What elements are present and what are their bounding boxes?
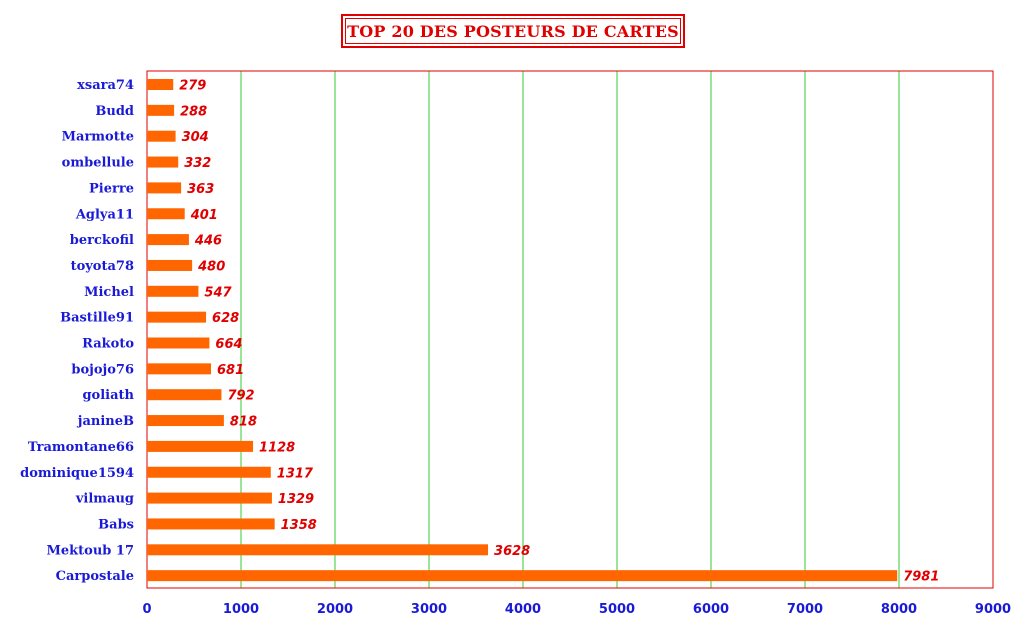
category-label: toyota78 xyxy=(71,259,134,274)
data-label: 3628 xyxy=(494,544,530,559)
category-label: xsara74 xyxy=(77,78,134,93)
category-label: Bastille91 xyxy=(60,311,134,326)
bar xyxy=(147,389,222,401)
category-label: Babs xyxy=(98,517,134,532)
category-label: Budd xyxy=(95,104,134,119)
data-label: 401 xyxy=(190,208,218,223)
data-label: 818 xyxy=(230,415,257,430)
category-label: Carpostale xyxy=(56,569,134,584)
bar xyxy=(147,518,275,530)
bar xyxy=(147,492,272,504)
x-tick-label: 7000 xyxy=(787,602,823,617)
data-label: 7981 xyxy=(903,570,939,585)
bar xyxy=(147,234,189,246)
bar xyxy=(147,182,182,194)
category-label: vilmaug xyxy=(75,492,134,507)
bar xyxy=(147,259,193,271)
grid-lines xyxy=(240,71,900,588)
category-label: ombellule xyxy=(62,156,134,171)
bar xyxy=(147,415,224,427)
data-label: 480 xyxy=(197,259,225,274)
x-tick-label: 0 xyxy=(142,602,151,617)
data-label: 1317 xyxy=(277,466,314,481)
plot-frame xyxy=(146,70,994,589)
x-axis-tick-labels: 0 1000 2000 3000 4000 5000 6000 7000 8000 9000 xyxy=(142,602,1011,617)
data-label: 363 xyxy=(187,182,214,197)
data-label: 279 xyxy=(179,79,206,94)
bar xyxy=(147,570,898,582)
x-tick-label: 2000 xyxy=(317,602,353,617)
x-tick-label: 3000 xyxy=(411,602,447,617)
category-label: dominique1594 xyxy=(20,466,134,481)
bar xyxy=(147,544,489,556)
category-label: berckofil xyxy=(70,233,134,248)
x-tick-label: 8000 xyxy=(881,602,917,617)
bar xyxy=(147,104,175,116)
bar xyxy=(147,285,199,297)
data-label: 681 xyxy=(217,363,244,378)
x-tick-label: 4000 xyxy=(505,602,541,617)
category-labels: xsara74 Budd Marmotte ombellule Pierre Aglya1… xyxy=(20,78,134,584)
data-label: 304 xyxy=(182,130,209,145)
bar xyxy=(147,466,271,478)
data-label: 332 xyxy=(184,156,211,171)
data-label: 664 xyxy=(215,337,242,352)
category-label: bojojo76 xyxy=(71,362,134,377)
data-label: 628 xyxy=(212,311,239,326)
data-label: 547 xyxy=(204,285,232,300)
category-label: Mektoub 17 xyxy=(46,543,134,558)
category-label: Rakoto xyxy=(82,337,134,352)
data-label: 446 xyxy=(194,234,222,249)
category-label: janineB xyxy=(77,414,134,429)
category-label: Pierre xyxy=(89,181,134,196)
data-label: 792 xyxy=(227,389,254,404)
data-labels: 279 288 304 332 363 401 446 480 547 628 664 681 792 8… xyxy=(179,79,939,585)
x-tick-label: 1000 xyxy=(223,602,259,617)
bar xyxy=(147,311,207,323)
bar xyxy=(147,79,174,90)
chart-title: TOP 20 DES POSTEURS DE CARTES xyxy=(341,14,685,48)
category-label: Marmotte xyxy=(62,130,134,145)
data-label: 288 xyxy=(180,104,207,119)
data-label: 1329 xyxy=(278,492,314,507)
category-label: Michel xyxy=(84,285,134,300)
data-label: 1128 xyxy=(259,440,295,455)
bar xyxy=(147,208,185,220)
x-tick-label: 6000 xyxy=(693,602,729,617)
bar xyxy=(147,440,254,452)
bar xyxy=(147,130,176,142)
category-label: Tramontane66 xyxy=(28,440,134,455)
bars xyxy=(147,79,898,582)
bar xyxy=(147,156,179,168)
bar xyxy=(147,337,210,349)
x-tick-label: 5000 xyxy=(599,602,635,617)
data-label: 1358 xyxy=(281,518,317,533)
category-label: Aglya11 xyxy=(75,207,134,222)
x-tick-label: 9000 xyxy=(975,602,1011,617)
bar xyxy=(147,363,212,375)
category-label: goliath xyxy=(82,388,134,403)
